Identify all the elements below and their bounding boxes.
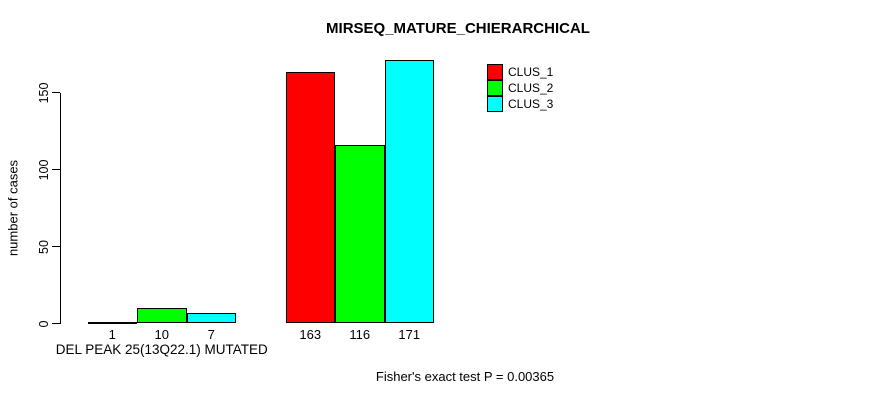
legend-swatch-clus_2	[487, 80, 503, 96]
fisher-test-annotation: Fisher's exact test P = 0.00365	[375, 369, 555, 384]
bar-value-label: 163	[299, 327, 322, 342]
legend: CLUS_1 CLUS_2 CLUS_3	[487, 64, 553, 112]
legend-swatch-clus_1	[487, 64, 503, 80]
legend-swatch-clus_3	[487, 96, 503, 112]
bar-value-label: 1	[108, 327, 116, 342]
y-axis-title: number of cases	[5, 159, 21, 257]
y-axis-tick-label: 50	[37, 239, 51, 254]
bar-value-label: 171	[398, 327, 421, 342]
bar-value-label: 10	[154, 327, 169, 342]
bar-clus_1-group2	[285, 72, 335, 324]
legend-entry: CLUS_1	[487, 64, 553, 80]
y-axis-tick	[51, 91, 60, 94]
y-axis-tick-label: 150	[37, 82, 51, 103]
bar-clus_3-group2	[384, 60, 434, 324]
y-axis-tick-label: 0	[37, 320, 51, 327]
bar-clus_3-group1	[186, 312, 236, 324]
y-axis-line	[59, 92, 61, 324]
bar-clus_2-group2	[335, 144, 385, 324]
bar-clus_2-group1	[137, 308, 187, 324]
y-axis-tick	[51, 245, 60, 248]
legend-entry: CLUS_2	[487, 80, 553, 96]
x-axis-group-label: DEL PEAK 25(13Q22.1) MUTATED	[55, 342, 268, 357]
legend-label: CLUS_3	[508, 97, 554, 111]
y-axis-tick-label: 100	[37, 159, 51, 180]
legend-label: CLUS_1	[508, 65, 554, 79]
y-axis-tick	[51, 322, 60, 325]
chart-title: MIRSEQ_MATURE_CHIERARCHICAL	[326, 20, 590, 37]
legend-label: CLUS_2	[508, 81, 554, 95]
bar-clus_1-group1	[87, 321, 137, 324]
y-axis-tick	[51, 168, 60, 171]
bar-value-label: 116	[349, 327, 371, 342]
legend-entry: CLUS_3	[487, 96, 553, 112]
bar-value-label: 7	[207, 327, 215, 342]
